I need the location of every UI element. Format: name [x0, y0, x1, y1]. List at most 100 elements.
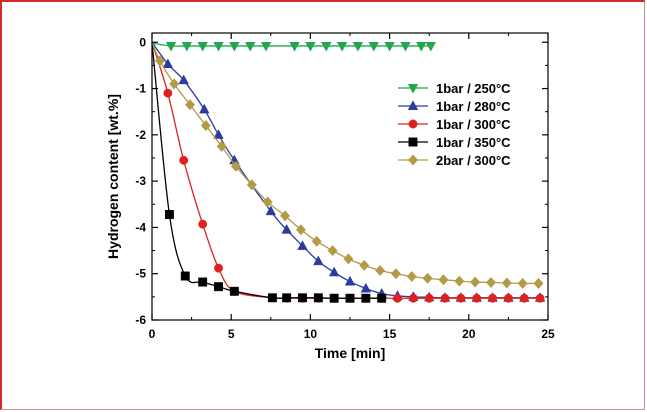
data-point — [361, 293, 371, 303]
y-tick-label: -6 — [135, 313, 146, 327]
data-point — [416, 42, 427, 52]
x-axis-title: Time [min] — [315, 345, 386, 361]
series-1 — [151, 42, 437, 52]
data-point — [328, 266, 340, 277]
data-point — [298, 293, 307, 303]
x-tick-label: 15 — [383, 327, 397, 341]
data-point — [214, 263, 223, 273]
data-point — [352, 42, 364, 52]
data-point — [375, 264, 386, 277]
data-point — [197, 42, 208, 52]
data-point — [321, 42, 332, 52]
data-point — [424, 293, 434, 303]
legend-item: 2bar / 300°C — [398, 153, 511, 168]
data-point — [229, 286, 239, 296]
data-point — [344, 275, 356, 286]
data-point — [517, 277, 528, 290]
data-point — [311, 235, 322, 247]
data-point — [180, 271, 190, 281]
x-tick-label: 20 — [462, 327, 476, 341]
data-point — [501, 277, 512, 289]
data-point — [179, 155, 189, 165]
legend-marker — [407, 84, 419, 94]
x-tick-label: 0 — [149, 327, 156, 341]
data-point — [154, 55, 165, 67]
data-point — [200, 120, 211, 132]
data-point — [216, 140, 227, 152]
data-point — [162, 58, 174, 68]
data-point — [440, 293, 450, 303]
data-point — [230, 160, 241, 172]
data-point — [503, 293, 513, 303]
data-point — [519, 293, 529, 303]
legend-label: 1bar / 300°C — [436, 117, 511, 132]
data-point — [262, 196, 273, 208]
x-tick-label: 5 — [228, 327, 235, 341]
legend-item: 1bar / 350°C — [398, 135, 511, 150]
data-point — [360, 282, 372, 293]
data-point — [246, 179, 257, 191]
data-point — [213, 129, 224, 139]
data-point — [305, 42, 316, 52]
data-point — [282, 293, 292, 303]
data-point — [164, 210, 174, 219]
data-point — [280, 210, 291, 222]
data-point — [198, 277, 208, 287]
data-point — [535, 293, 545, 303]
y-tick-label: -4 — [135, 220, 146, 234]
legend-item: 1bar / 250°C — [398, 81, 511, 96]
data-point — [260, 42, 272, 52]
legend-label: 2bar / 300°C — [436, 153, 511, 168]
data-point — [425, 42, 437, 52]
y-tick-label: -1 — [135, 82, 146, 96]
data-point — [297, 240, 308, 250]
data-point — [485, 276, 497, 289]
x-tick-label: 25 — [541, 327, 555, 341]
data-point — [265, 205, 277, 216]
data-point — [438, 274, 449, 286]
data-point — [345, 293, 355, 303]
x-tick-label: 10 — [304, 327, 318, 341]
data-point — [384, 42, 395, 52]
y-tick-label: -5 — [135, 267, 146, 281]
legend-marker — [408, 119, 418, 129]
y-tick-label: 0 — [139, 35, 146, 49]
data-point — [406, 270, 417, 283]
legend-label: 1bar / 280°C — [436, 99, 511, 114]
data-point — [393, 293, 402, 303]
data-point — [169, 78, 180, 90]
data-point — [313, 255, 324, 266]
data-point — [408, 293, 418, 303]
series-4 — [151, 42, 387, 303]
data-point — [178, 74, 189, 85]
legend-item: 1bar / 300°C — [398, 117, 511, 132]
legend-marker — [407, 154, 419, 166]
data-point — [368, 42, 379, 52]
data-point — [400, 42, 411, 52]
data-point — [199, 103, 210, 114]
data-point — [313, 293, 323, 303]
data-point — [336, 42, 348, 52]
data-point — [488, 293, 498, 303]
legend-item: 1bar / 280°C — [398, 99, 511, 114]
data-point — [329, 293, 339, 303]
data-point — [295, 224, 306, 236]
data-point — [163, 88, 173, 98]
data-point — [267, 293, 277, 303]
data-point — [454, 275, 465, 287]
legend-marker — [408, 137, 418, 147]
y-axis-title: Hydrogen content [wt.%] — [105, 94, 121, 259]
data-point — [181, 42, 193, 52]
data-point — [327, 244, 338, 257]
data-point — [165, 42, 177, 52]
data-point — [422, 272, 433, 284]
legend-label: 1bar / 250°C — [436, 81, 511, 96]
data-point — [213, 42, 224, 52]
data-point — [470, 276, 481, 288]
data-point — [390, 268, 401, 280]
data-point — [359, 259, 370, 271]
series-5 — [151, 42, 544, 290]
data-point — [214, 282, 223, 292]
